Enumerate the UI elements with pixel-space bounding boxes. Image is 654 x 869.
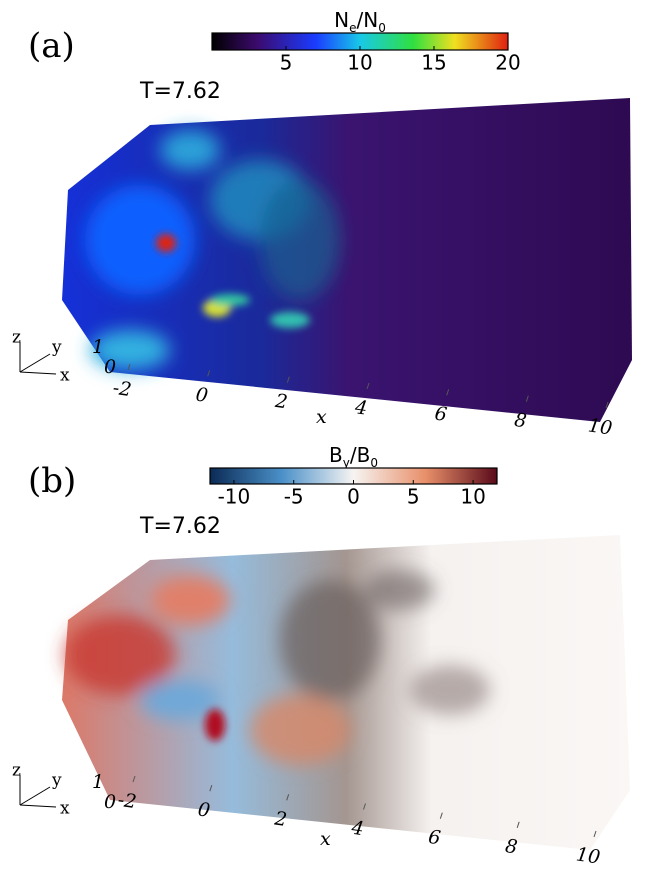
colorbar-tick-label: -5: [284, 485, 304, 509]
x-tick: [363, 803, 366, 810]
triad-label: y: [51, 771, 62, 791]
title-part: N: [334, 8, 349, 32]
x-tick: [366, 382, 370, 390]
panel-label: (a): [28, 26, 75, 66]
x-tick: [127, 363, 131, 371]
x-tick: [525, 395, 529, 402]
panel-label: (b): [28, 461, 76, 501]
y-tick-label: 0: [104, 791, 116, 813]
x-tick: [516, 821, 520, 828]
triad-arrow: [19, 371, 57, 375]
x-tick: [593, 830, 597, 838]
x-tick: [446, 389, 450, 396]
x-tick-label: 2: [272, 807, 288, 831]
volume-a: [62, 98, 632, 422]
triad-label: x: [60, 366, 70, 386]
colorbar-tick-label: 5: [407, 485, 420, 509]
colorbar-tick-label: 5: [280, 51, 293, 75]
x-tick-label: 4: [349, 817, 365, 841]
x-axis-label: x: [320, 828, 331, 850]
colorbar-tick-label: 20: [495, 51, 520, 75]
colorbar-tick-label: 0: [347, 485, 360, 509]
x-tick: [132, 775, 136, 783]
colorbar-title: By/B0: [329, 443, 378, 470]
title-part: y: [343, 456, 350, 470]
x-tick-label: 4: [353, 396, 369, 420]
volume-b: [62, 535, 630, 850]
x-tick-label: 6: [427, 826, 442, 849]
title-part: /B: [350, 443, 370, 467]
colorbar-tick-label: 10: [460, 485, 485, 509]
colorbar-tick-label: -10: [218, 485, 251, 509]
x-tick-label: 8: [513, 409, 528, 432]
time-label: T=7.62: [139, 79, 221, 104]
colorbar-title: Ne/N0: [334, 8, 386, 35]
triad-label: z: [12, 761, 21, 781]
triad-arrow: [19, 804, 57, 808]
title-part: e: [349, 21, 356, 35]
x-tick: [207, 370, 211, 377]
title-part: /N: [357, 8, 379, 32]
x-tick-label: 10: [575, 843, 602, 865]
x-tick-label: -2: [116, 789, 137, 813]
time-label: T=7.62: [139, 514, 221, 539]
triad-arrow: [19, 786, 51, 806]
colorbar-tick-label: 15: [421, 51, 446, 75]
x-tick-label: 2: [273, 390, 289, 414]
colorbar-tick-label: 10: [347, 51, 372, 75]
title-part: 0: [378, 21, 386, 35]
x-tick: [439, 812, 443, 819]
y-tick-label: 1: [92, 771, 104, 793]
title-part: 0: [370, 456, 378, 470]
x-tick-label: 8: [504, 835, 519, 858]
x-tick: [286, 376, 290, 383]
x-tick-label: 0: [194, 384, 209, 407]
x-tick-label: 10: [587, 414, 614, 439]
x-tick: [209, 785, 213, 792]
y-tick-label: 0: [104, 356, 116, 378]
y-tick-label: 1: [92, 336, 104, 358]
x-tick-label: -2: [111, 377, 132, 401]
x-tick-label: 6: [433, 403, 448, 426]
triad-arrow: [19, 353, 51, 373]
x-tick: [286, 794, 290, 801]
x-tick: [605, 401, 609, 409]
x-tick-label: 0: [196, 798, 211, 821]
x-axis-label: x: [316, 406, 327, 428]
triad-label: y: [51, 338, 62, 358]
triad-label: z: [12, 328, 21, 348]
triad-label: x: [60, 799, 70, 819]
title-part: B: [329, 443, 343, 467]
